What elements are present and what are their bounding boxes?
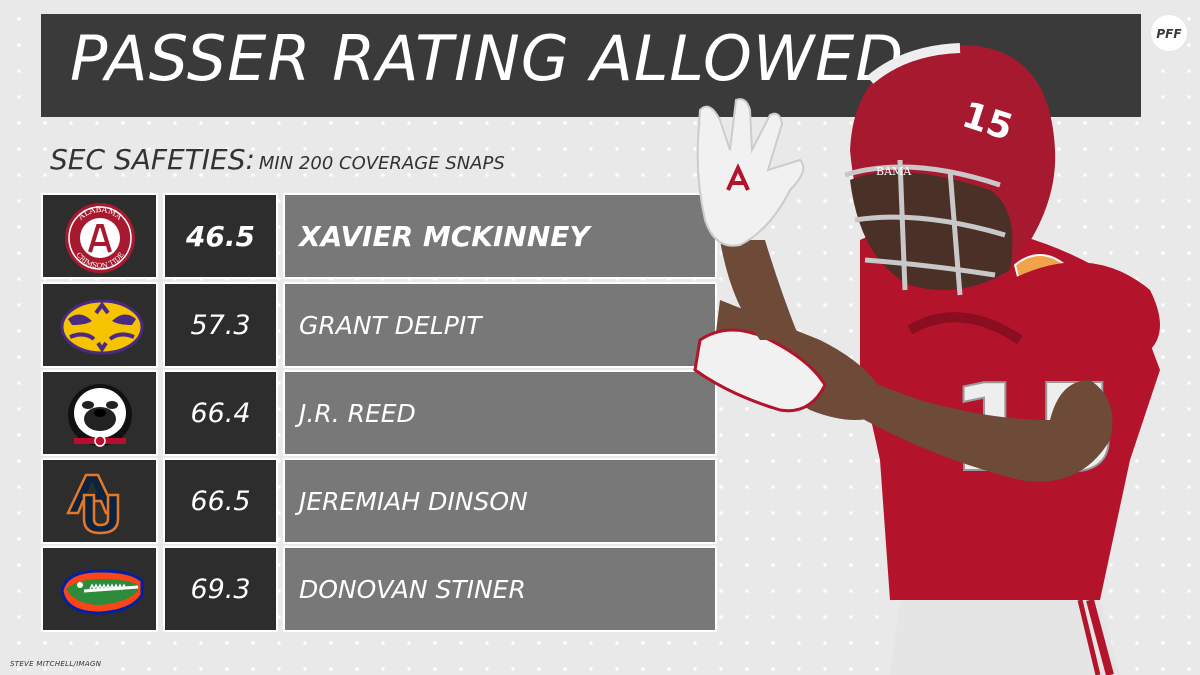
player-name: XAVIER MCKINNEY [283,193,717,279]
player-photo: 15 15 BAMA [693,43,1160,675]
rating-value: 46.5 [163,193,278,279]
georgia-logo [68,384,132,447]
subtitle-small: MIN 200 COVERAGE SNAPS [258,153,505,174]
chart-title: PASSER RATING ALLOWED [70,22,905,95]
player-name: J.R. REED [283,370,717,456]
pff-logo-icon: PFF [1151,15,1187,51]
rating-value: 66.4 [163,370,278,456]
subtitle-main: SEC SAFETIES: [50,143,255,176]
alabama-logo: ALABAMA CRIMSON TIDE [65,203,135,273]
team-logo-cell [41,370,158,456]
player-name: DONOVAN STINER [283,546,717,632]
player-name: GRANT DELPIT [283,282,717,368]
rating-value: 69.3 [163,546,278,632]
rating-value: 57.3 [163,282,278,368]
pff-logo-text: PFF [1156,27,1182,41]
rating-value: 66.5 [163,458,278,544]
team-logo-cell [41,546,158,632]
lsu-logo [60,299,144,355]
team-logo-cell [41,458,158,544]
auburn-logo [66,473,120,535]
helmet-bama-text: BAMA [876,165,912,178]
player-name: JEREMIAH DINSON [283,458,717,544]
team-logo-cell [41,282,158,368]
photo-credit: STEVE MITCHELL/IMAGN [10,660,102,668]
team-logo-cell: ALABAMA CRIMSON TIDE [41,193,158,279]
subtitle: SEC SAFETIES: MIN 200 COVERAGE SNAPS [50,143,505,176]
florida-logo [60,569,144,615]
